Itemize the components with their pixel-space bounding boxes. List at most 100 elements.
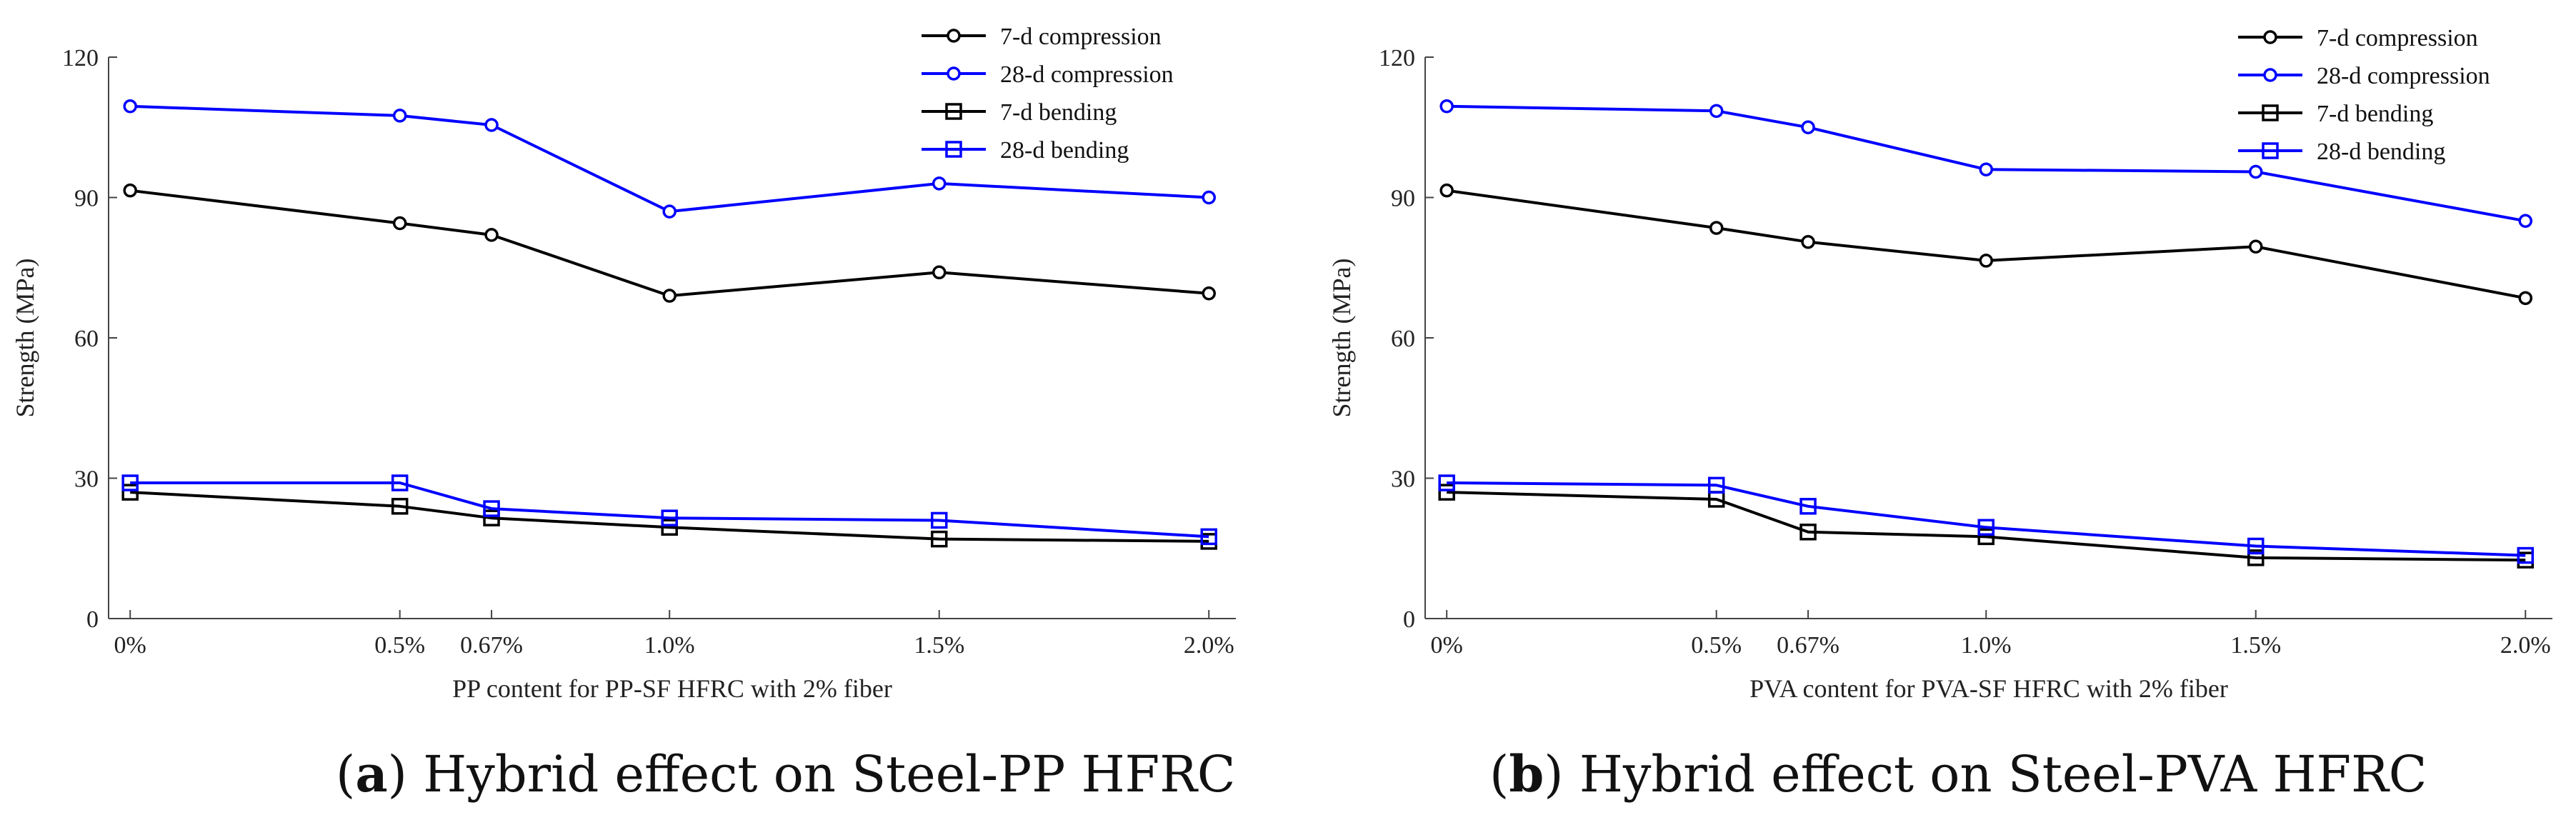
data-point [1439, 99, 1454, 114]
data-point [123, 183, 137, 198]
data-point [2518, 214, 2532, 228]
data-point [1202, 190, 1216, 205]
legend: 7-d compression 28-d compression 7-d bendi… [2238, 25, 2490, 165]
data-point [661, 509, 678, 526]
data-point [662, 289, 677, 303]
legend-label: 28-d compression [1000, 61, 1174, 88]
data-point [1799, 498, 1817, 515]
legend-label: 28-d bending [1000, 137, 1129, 164]
data-point [662, 204, 677, 219]
legend-label: 28-d bending [2317, 139, 2445, 165]
series-line-3 [1447, 481, 2526, 557]
legend-marker [2262, 142, 2279, 159]
data-point [123, 99, 137, 114]
x-tick-label: 1.0% [644, 632, 695, 659]
legend-label: 7-d compression [2317, 25, 2478, 51]
data-point [1979, 254, 1993, 268]
panel-caption: (b) Hybrid effect on Steel-PVA HFRC [1489, 744, 2427, 804]
legend-marker [947, 29, 961, 43]
y-axis-label: Strength (MPa) [11, 259, 39, 418]
x-axis-label: PP content for PP-SF HFRC with 2% fiber [452, 674, 892, 703]
data-point [2248, 164, 2263, 179]
x-tick-label: 0% [1431, 632, 1463, 659]
legend-label: 7-d bending [2317, 101, 2433, 127]
caption-text: Hybrid effect on Steel-PVA HFRC [1579, 745, 2427, 804]
y-tick-label: 120 [62, 45, 99, 71]
legend: 7-d compression 28-d compression 7-d bendi… [922, 24, 1174, 164]
data-point [121, 474, 139, 491]
chart-panel-b: 0 30 60 90 120 0% 0.5% 0.67% 1.0% 1.5% 2.0% PVA con… [1327, 25, 2552, 804]
x-axis-label: PVA content for PVA-SF HFRC with 2% fibe… [1749, 674, 2228, 703]
series-line-0 [129, 189, 1209, 298]
legend-marker [2263, 30, 2277, 44]
x-tick-label: 2.0% [2500, 632, 2551, 659]
y-tick-label: 0 [1403, 606, 1415, 633]
data-point [1979, 162, 1993, 176]
y-tick-label: 90 [74, 186, 99, 212]
legend-marker [2262, 104, 2279, 121]
data-point [1801, 234, 1815, 249]
data-point [1438, 484, 1455, 501]
data-point [1799, 524, 1817, 541]
y-axis-label: Strength (MPa) [1327, 259, 1356, 418]
series-line-1 [130, 104, 1209, 214]
x-tick-label: 0.67% [1777, 632, 1839, 659]
y-tick-label: 60 [74, 326, 99, 352]
y-tick-label: 90 [1391, 186, 1415, 212]
caption-letter: b [1509, 744, 1544, 804]
data-point [1977, 528, 1995, 546]
series-line-2 [1447, 491, 2526, 562]
x-tick-label: 1.5% [2230, 632, 2281, 659]
data-point [1707, 476, 1725, 494]
data-point [392, 109, 407, 123]
y-tick-label: 30 [1391, 466, 1415, 493]
data-point [1439, 183, 1454, 198]
data-point [1709, 104, 1724, 119]
y-tick-label: 120 [1379, 45, 1415, 71]
legend-marker [947, 66, 961, 81]
chart-panel-a: 0 30 60 90 120 0% 0.5% 0.67% 1.0% 1.5% 2.0% PP cont… [11, 24, 1236, 804]
data-point [2518, 291, 2532, 306]
x-tick-label: 1.0% [1961, 632, 2012, 659]
x-tick-label: 0.5% [374, 632, 425, 659]
series-line-0 [1446, 189, 2526, 300]
data-point [930, 530, 948, 548]
x-tick-label: 1.5% [914, 632, 964, 659]
data-point [1200, 528, 1217, 546]
x-tick-label: 2.0% [1184, 632, 1234, 659]
y-tick-label: 60 [1391, 326, 1415, 352]
x-tick-label: 0.5% [1691, 632, 1742, 659]
x-tick-label: 0% [114, 632, 146, 659]
data-point [391, 474, 409, 491]
caption-letter: a [355, 744, 387, 804]
x-tick-label: 0.67% [460, 632, 523, 659]
y-tick-label: 0 [86, 606, 99, 633]
data-point [2517, 546, 2534, 564]
caption-text: Hybrid effect on Steel-PP HFRC [423, 745, 1235, 804]
data-point [661, 519, 678, 536]
legend-label: 28-d compression [2317, 63, 2490, 89]
series-line-3 [130, 481, 1209, 539]
legend-label: 7-d bending [1000, 99, 1117, 126]
data-point [930, 511, 948, 529]
data-point [2248, 239, 2263, 254]
data-point [484, 118, 499, 132]
data-point [1202, 286, 1216, 301]
data-point [932, 176, 947, 191]
legend-marker [945, 141, 962, 158]
data-point [1709, 221, 1724, 235]
y-tick-label: 30 [74, 466, 99, 493]
legend-marker [2263, 68, 2277, 82]
legend-marker [945, 103, 962, 120]
data-point [484, 228, 499, 242]
data-point [1801, 120, 1815, 134]
data-point [1438, 474, 1455, 491]
panel-caption: (a) Hybrid effect on Steel-PP HFRC [336, 744, 1236, 804]
legend-label: 7-d compression [1000, 24, 1162, 50]
data-point [392, 216, 407, 231]
data-point [483, 500, 500, 517]
data-point [932, 265, 947, 280]
data-point [121, 484, 139, 501]
data-point [391, 498, 409, 515]
